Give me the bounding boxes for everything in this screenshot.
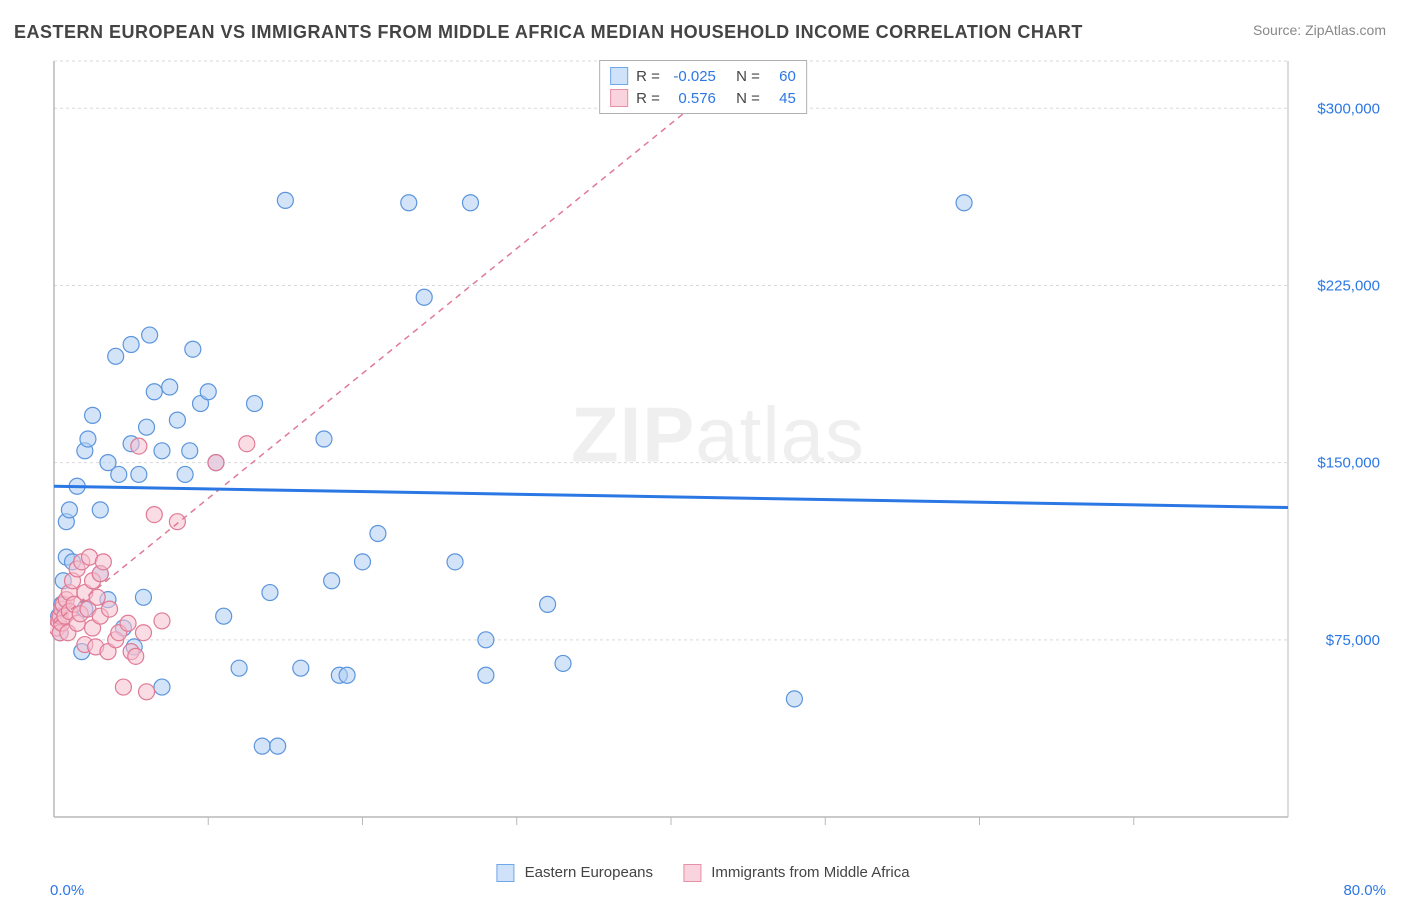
legend-swatch-eastern-euro-icon bbox=[610, 67, 628, 85]
legend-label: Immigrants from Middle Africa bbox=[711, 864, 909, 881]
svg-text:$75,000: $75,000 bbox=[1326, 632, 1380, 649]
x-axis-max: 80.0% bbox=[1343, 882, 1386, 899]
r-value: 0.576 bbox=[668, 90, 716, 107]
r-label: R = bbox=[636, 68, 660, 85]
chart-svg: $75,000 $150,000 $225,000 $300,000 bbox=[50, 55, 1386, 847]
legend-swatch-middle-africa-icon bbox=[610, 89, 628, 107]
svg-text:$225,000: $225,000 bbox=[1317, 277, 1380, 294]
source-label: Source: ZipAtlas.com bbox=[1253, 22, 1386, 38]
svg-text:$150,000: $150,000 bbox=[1317, 455, 1380, 472]
x-axis-min: 0.0% bbox=[50, 882, 84, 899]
n-value: 45 bbox=[768, 90, 796, 107]
chart-plot-area: $75,000$150,000$225,000$300,000 ZIPatlas bbox=[50, 55, 1386, 847]
chart-title: EASTERN EUROPEAN VS IMMIGRANTS FROM MIDD… bbox=[14, 22, 1083, 43]
n-label: N = bbox=[736, 68, 760, 85]
legend-swatch-icon bbox=[496, 864, 514, 882]
legend-item-eastern-euro: Eastern Europeans bbox=[496, 864, 653, 882]
chart-container: EASTERN EUROPEAN VS IMMIGRANTS FROM MIDD… bbox=[0, 0, 1406, 892]
r-value: -0.025 bbox=[668, 68, 716, 85]
legend-item-middle-africa: Immigrants from Middle Africa bbox=[683, 864, 910, 882]
stats-legend-row-2: R = 0.576 N = 45 bbox=[610, 87, 796, 109]
stats-legend: R = -0.025 N = 60 R = 0.576 N = 45 bbox=[599, 60, 807, 114]
legend-swatch-icon bbox=[683, 864, 701, 882]
n-label: N = bbox=[736, 90, 760, 107]
n-value: 60 bbox=[768, 68, 796, 85]
bottom-legend: Eastern Europeans Immigrants from Middle… bbox=[496, 864, 909, 882]
svg-text:$300,000: $300,000 bbox=[1317, 100, 1380, 117]
r-label: R = bbox=[636, 90, 660, 107]
stats-legend-row-1: R = -0.025 N = 60 bbox=[610, 65, 796, 87]
legend-label: Eastern Europeans bbox=[525, 864, 653, 881]
